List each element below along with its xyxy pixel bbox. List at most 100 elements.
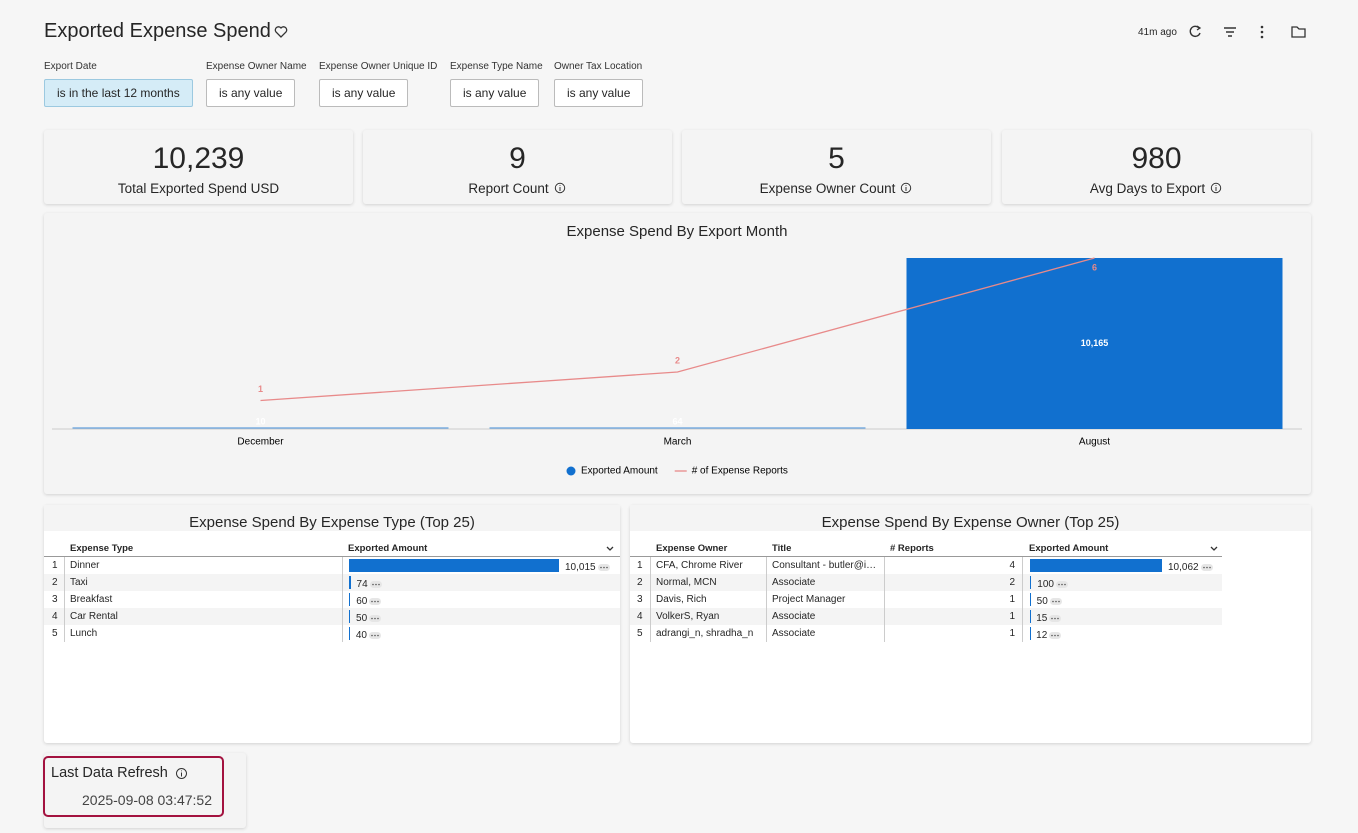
sort-icon[interactable] [1209, 544, 1219, 554]
dot [1054, 634, 1057, 637]
bar-label: 10,165 [1081, 338, 1109, 348]
filter-button[interactable]: is in the last 12 months [44, 79, 193, 107]
table-card: Expense Spend By Expense Type (Top 25) Ex… [44, 505, 620, 743]
table-row: 3 Davis, Rich Project Manager 1 50 [630, 591, 1222, 608]
dot [1051, 617, 1054, 620]
dot [377, 583, 380, 586]
line-label: 1 [258, 384, 263, 394]
refresh-title: Last Data Refresh [51, 765, 168, 781]
favorite-icon[interactable] [274, 25, 288, 39]
column-separator [64, 625, 65, 642]
more-button[interactable] [597, 564, 610, 571]
column-separator [1022, 574, 1023, 591]
info-icon[interactable] [175, 767, 188, 780]
table-cell: Dinner [70, 560, 100, 571]
amount-label: 10,015 [565, 562, 596, 573]
row-index: 1 [52, 560, 58, 571]
dot [1202, 566, 1205, 569]
column-separator [1022, 557, 1023, 574]
amount-label: 60 [356, 596, 368, 607]
refresh-card: Last Data Refresh 2025-09-08 03:47:52 [43, 753, 246, 828]
amount-bar [349, 627, 350, 640]
column-separator [766, 591, 767, 608]
more-button[interactable] [369, 615, 382, 622]
column-separator [766, 608, 767, 625]
chart: Expense Spend By Export Month December Ma… [52, 223, 1302, 477]
filter-button[interactable]: is any value [206, 79, 296, 107]
dot [374, 634, 376, 637]
info-icon[interactable] [900, 182, 912, 194]
filter-button[interactable]: is any value [554, 79, 644, 107]
dot [1057, 617, 1060, 620]
amount-bar [349, 576, 351, 589]
info-icon[interactable] [554, 182, 566, 194]
dot [1051, 600, 1054, 603]
filter-button[interactable]: is any value [450, 79, 540, 107]
column-header: Title [772, 543, 792, 554]
more-button[interactable] [368, 632, 381, 639]
amount-bar [1030, 559, 1162, 572]
info-circle [554, 182, 565, 194]
table-cell: adrangi_n, shradha_n [656, 628, 754, 639]
sort-glyph [606, 546, 614, 551]
table-row: 1 Dinner 10,015 [44, 557, 620, 574]
amount-label: 12 [1036, 630, 1048, 641]
more-button[interactable] [1049, 598, 1062, 605]
kpi-label: Total Exported Spend USD [44, 181, 353, 196]
table-row: 5 adrangi_n, shradha_n Associate 1 12 [630, 625, 1222, 642]
table-row: 2 Taxi 74 [44, 574, 620, 591]
amount-label: 40 [355, 630, 367, 641]
column-separator [650, 608, 651, 625]
table-cell: Consultant - butler@i… [772, 560, 877, 571]
toolbar[interactable] [1186, 24, 1311, 40]
line-label: 2 [675, 355, 680, 365]
page-title: Exported Expense Spend [44, 20, 271, 42]
row-index: 5 [637, 628, 643, 639]
filter-button[interactable]: is any value [319, 79, 409, 107]
info-wrap [1205, 182, 1223, 194]
table-title: Expense Spend By Expense Type (Top 25) [44, 505, 620, 531]
more-button[interactable] [369, 598, 382, 605]
more-button[interactable] [1200, 564, 1213, 571]
more-button[interactable] [369, 581, 382, 588]
report-count: 1 [1009, 628, 1015, 639]
sort-icon[interactable] [605, 544, 615, 554]
legend-label: Exported Amount [581, 466, 658, 477]
column-header: # Reports [890, 543, 934, 554]
column-separator [650, 625, 651, 642]
bar-label: 64 [672, 416, 682, 426]
column-header: Expense Type [70, 543, 134, 554]
table-cell: Taxi [70, 577, 88, 588]
column-separator [650, 591, 651, 608]
column-separator [766, 574, 767, 591]
row-index: 2 [637, 577, 643, 588]
bar [489, 427, 866, 429]
dot [602, 566, 605, 569]
column-separator [766, 557, 767, 574]
row-index: 4 [52, 611, 58, 622]
kpi-card: 980 Avg Days to Export [1002, 130, 1311, 204]
highlight-box [43, 756, 224, 817]
chart-card: Expense Spend By Export Month December Ma… [44, 213, 1311, 494]
more-button[interactable] [1049, 632, 1062, 639]
kpi-value: 9 [509, 142, 526, 175]
more-button[interactable] [1055, 581, 1068, 588]
dot [374, 617, 376, 620]
bar [72, 427, 449, 429]
info-circle [901, 182, 912, 194]
column-separator [64, 574, 65, 591]
amount-bar [349, 559, 559, 572]
info-wrap [895, 182, 913, 194]
dot [371, 600, 374, 603]
more-button[interactable] [1049, 615, 1062, 622]
info-icon[interactable] [1210, 182, 1222, 194]
table-row: 4 VolkerS, Ryan Associate 1 15 [630, 608, 1222, 625]
table-cell: Normal, MCN [656, 577, 717, 588]
dot [605, 566, 608, 569]
dot [1205, 566, 1208, 569]
kpi-label-text: Report Count [468, 181, 549, 196]
kpi-label-text: Avg Days to Export [1089, 181, 1206, 196]
table-header: Expense Owner Title # Reports Exported Amou… [630, 540, 1222, 557]
info-circle [1210, 182, 1222, 194]
